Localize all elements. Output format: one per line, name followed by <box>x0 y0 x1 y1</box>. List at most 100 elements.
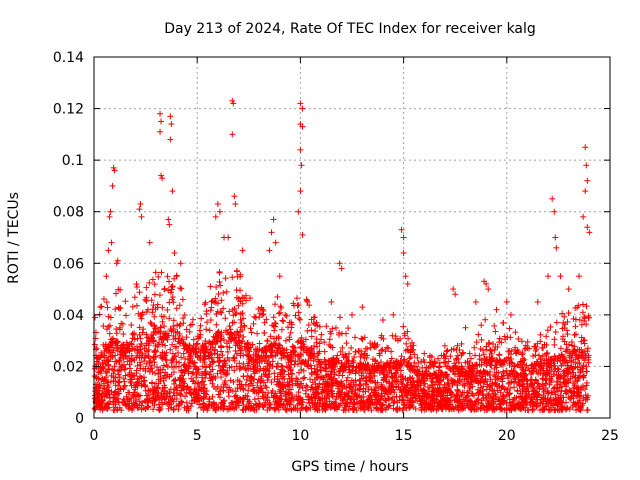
data-point <box>122 382 129 389</box>
data-point <box>581 317 588 324</box>
data-point <box>148 321 155 328</box>
data-point <box>544 327 551 334</box>
data-point <box>440 359 447 366</box>
data-point <box>245 387 252 394</box>
data-point <box>255 395 262 402</box>
data-point <box>526 367 533 374</box>
data-point <box>120 330 127 337</box>
data-point <box>147 319 154 326</box>
data-point <box>367 400 374 407</box>
data-point <box>152 269 159 276</box>
data-point <box>271 370 278 377</box>
data-point <box>303 382 310 389</box>
data-point <box>560 319 567 326</box>
data-point <box>553 319 560 326</box>
data-point <box>161 313 168 320</box>
data-point <box>105 313 112 320</box>
data-point <box>136 324 143 331</box>
data-point <box>235 302 242 309</box>
data-point <box>126 365 133 372</box>
data-point <box>190 336 197 343</box>
data-point <box>110 347 117 354</box>
data-point <box>135 392 142 399</box>
data-point <box>504 334 511 341</box>
data-point <box>564 331 571 338</box>
data-point <box>500 319 507 326</box>
data-point <box>142 383 149 390</box>
data-point <box>254 330 261 337</box>
data-point <box>128 322 135 329</box>
data-point <box>389 394 396 401</box>
data-point <box>487 376 494 383</box>
data-point <box>418 358 425 365</box>
data-point <box>271 327 278 334</box>
data-point <box>473 339 480 346</box>
data-point <box>234 384 241 391</box>
data-point <box>261 357 268 364</box>
data-point <box>564 362 571 369</box>
data-point <box>543 333 550 340</box>
data-point <box>143 331 150 338</box>
data-point <box>277 401 284 408</box>
data-point <box>445 358 452 365</box>
data-point <box>541 405 548 412</box>
data-point <box>415 359 422 366</box>
data-point <box>134 362 141 369</box>
data-point <box>260 395 267 402</box>
data-point <box>555 366 562 373</box>
data-point <box>475 331 482 338</box>
data-point <box>277 309 284 316</box>
data-point <box>103 299 110 306</box>
data-point <box>117 354 124 361</box>
data-point <box>478 404 485 411</box>
data-point <box>321 339 328 346</box>
data-point <box>150 406 157 413</box>
data-point <box>195 379 202 386</box>
data-point <box>176 332 183 339</box>
data-point <box>104 304 111 311</box>
data-point <box>214 370 221 377</box>
data-point <box>572 323 579 330</box>
data-point <box>156 328 163 335</box>
data-point <box>547 323 554 330</box>
data-point <box>386 395 393 402</box>
data-point <box>217 394 224 401</box>
data-point <box>155 273 162 280</box>
data-point <box>389 373 396 380</box>
data-point <box>279 317 286 324</box>
data-point <box>316 348 323 355</box>
data-point <box>553 378 560 385</box>
data-point <box>411 351 418 358</box>
data-point <box>137 335 144 342</box>
data-point <box>177 285 184 292</box>
data-point <box>233 309 240 316</box>
data-point <box>443 348 450 355</box>
data-point <box>135 405 142 412</box>
data-point <box>201 401 208 408</box>
data-point <box>489 340 496 347</box>
data-point <box>190 360 197 367</box>
data-point <box>145 392 152 399</box>
data-point <box>172 343 179 350</box>
data-point <box>91 341 98 348</box>
data-point <box>295 389 302 396</box>
data-point <box>154 364 161 371</box>
data-point <box>390 400 397 407</box>
y-tick-label: 0 <box>75 411 84 427</box>
data-point <box>234 399 241 406</box>
data-point <box>461 382 468 389</box>
data-point <box>125 389 132 396</box>
data-point <box>299 384 306 391</box>
data-point <box>282 337 289 344</box>
data-point <box>217 282 224 289</box>
data-point <box>444 347 451 354</box>
y-tick-label: 0.04 <box>53 308 84 324</box>
data-point <box>161 286 168 293</box>
data-point <box>583 379 590 386</box>
data-point <box>440 352 447 359</box>
data-point <box>551 341 558 348</box>
data-point <box>296 316 303 323</box>
data-point <box>268 379 275 386</box>
data-point <box>135 310 142 317</box>
data-point <box>201 301 208 308</box>
